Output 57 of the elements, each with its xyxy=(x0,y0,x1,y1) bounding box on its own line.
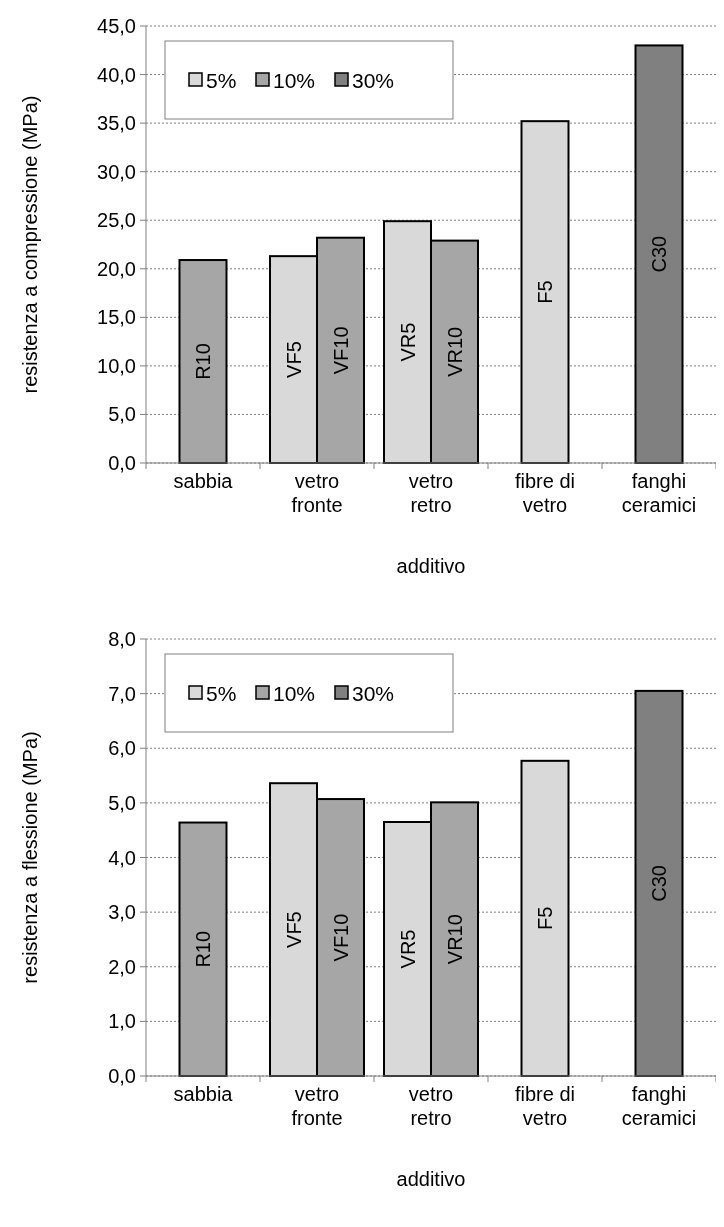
y-tick-label: 2,0 xyxy=(108,955,136,978)
y-tick-label: 6,0 xyxy=(108,737,136,760)
x-tick-label: vetro fronte xyxy=(291,470,343,516)
data-label: F5 xyxy=(534,906,556,931)
data-label: VF10 xyxy=(329,913,352,962)
legend-label: 10% xyxy=(273,681,316,705)
y-tick-label: 0,0 xyxy=(108,452,136,474)
x-axis-title: additivo xyxy=(396,555,466,577)
y-tick-label: 30,0 xyxy=(97,160,136,183)
x-tick-label: fibre di vetro xyxy=(514,1083,576,1129)
y-tick-label: 10,0 xyxy=(97,354,136,377)
y-tick-label: 45,0 xyxy=(97,15,136,37)
x-tick-label: sabbia xyxy=(173,1083,234,1105)
y-tick-label: 8,0 xyxy=(108,628,136,650)
x-tick-label: fibre di vetro xyxy=(514,470,576,516)
data-label: R10 xyxy=(192,343,214,380)
legend-label: 10% xyxy=(273,68,316,92)
y-tick-label: 3,0 xyxy=(108,901,136,924)
bar xyxy=(178,259,228,464)
data-label: R10 xyxy=(192,930,214,968)
data-label: F5 xyxy=(534,280,556,304)
legend-label: 30% xyxy=(352,68,395,92)
y-tick-label: 5,0 xyxy=(108,403,136,426)
data-label: VF5 xyxy=(282,341,305,378)
x-axis-title: additivo xyxy=(396,1168,466,1190)
data-label: VR5 xyxy=(396,322,419,362)
x-tick-label: vetro retro xyxy=(408,1083,454,1129)
legend-label: 5% xyxy=(206,68,237,92)
data-label: VF5 xyxy=(282,911,305,948)
x-tick-label: fanghi ceramici xyxy=(621,1083,697,1129)
x-tick-label: sabbia xyxy=(173,470,234,492)
y-tick-label: 35,0 xyxy=(97,112,136,135)
x-tick-label: fanghi ceramici xyxy=(621,470,697,516)
bar xyxy=(178,821,228,1077)
y-tick-label: 1,0 xyxy=(108,1010,136,1033)
y-tick-label: 15,0 xyxy=(97,306,136,329)
x-tick-label: vetro retro xyxy=(408,470,454,516)
bar xyxy=(520,120,570,464)
y-tick-label: 0,0 xyxy=(108,1065,136,1087)
y-tick-label: 7,0 xyxy=(108,682,136,705)
y-tick-label: 4,0 xyxy=(108,846,136,869)
y-axis-title: resistenza a compressione (MPa) xyxy=(19,95,41,394)
legend-label: 30% xyxy=(352,681,395,705)
y-tick-label: 40,0 xyxy=(97,63,136,86)
legend-label: 5% xyxy=(206,681,237,705)
data-label: VR10 xyxy=(443,326,466,377)
data-label: VR5 xyxy=(396,929,419,969)
x-tick-label: vetro fronte xyxy=(291,1083,343,1129)
data-label: VR10 xyxy=(443,914,466,965)
y-tick-label: 5,0 xyxy=(108,791,136,814)
data-label: VF10 xyxy=(329,326,352,375)
y-tick-label: 20,0 xyxy=(97,257,136,280)
data-label: C30 xyxy=(648,235,670,273)
y-axis-title: resistenza a flessione (MPa) xyxy=(19,731,41,984)
data-label: C30 xyxy=(648,865,670,902)
y-tick-label: 25,0 xyxy=(97,209,136,232)
bar xyxy=(520,759,570,1077)
